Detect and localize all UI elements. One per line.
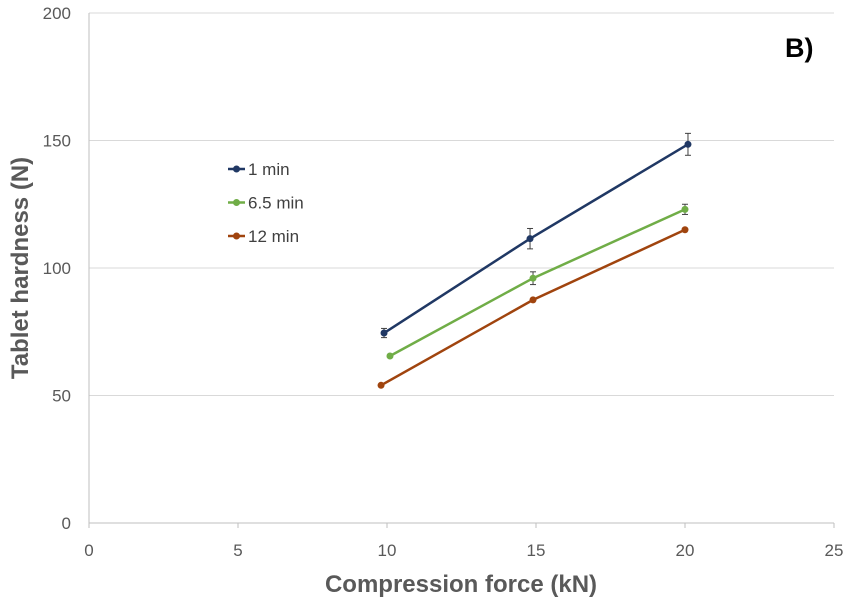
legend-label: 12 min [248,227,299,246]
series-line [389,208,686,358]
axes [88,13,834,524]
legend-item: 1 min [228,160,290,179]
y-tick-label: 200 [43,4,71,23]
series-6-5-min [386,203,689,360]
series-line [383,143,689,335]
y-axis-title: Tablet hardness (N) [7,157,34,379]
tick-labels: 0 5 10 15 20 25 0 50 100 150 200 [43,4,844,560]
gridlines [89,12,834,396]
data-point [681,205,689,213]
x-axis-title: Compression force (kN) [325,571,597,598]
legend-marker [233,232,240,240]
x-tick-label: 5 [233,541,242,560]
x-tick-label: 15 [527,541,546,560]
data-point [529,296,537,304]
x-tick-label: 0 [84,541,93,560]
data-point [386,352,394,360]
data-point [529,274,537,282]
y-tick-label: 150 [43,132,71,151]
panel-label: B) [785,33,814,63]
legend: 1 min 6.5 min 12 min [228,160,304,246]
legend-item: 6.5 min [228,194,304,213]
y-tick-label: 0 [62,514,71,533]
x-tick-label: 10 [378,541,397,560]
y-tick-label: 50 [52,387,71,406]
x-tick-label: 25 [825,541,844,560]
legend-label: 6.5 min [248,194,304,213]
legend-item: 12 min [228,227,299,246]
legend-marker [233,165,240,173]
y-tick-label: 100 [43,259,71,278]
data-point [380,329,388,337]
series-12-min [377,226,689,389]
series-line [380,228,686,387]
data-point [526,235,534,243]
x-tick-label: 20 [676,541,695,560]
series-lines [377,132,692,389]
series-1-min [380,132,692,339]
legend-marker [233,199,240,206]
data-point [684,140,692,148]
data-point [377,381,385,389]
data-point [681,226,689,234]
legend-label: 1 min [248,160,290,179]
